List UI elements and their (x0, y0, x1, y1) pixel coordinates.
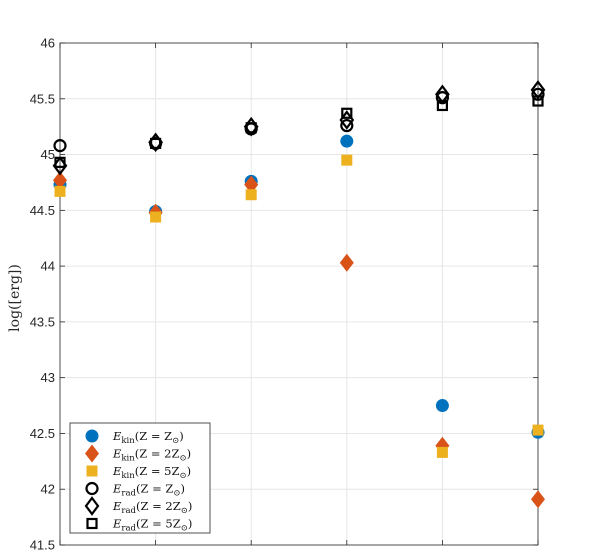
legend-entry-label: Erad(Z = Z⊙) (112, 482, 185, 499)
legend-entry-label: Erad(Z = 5Z⊙) (112, 517, 192, 534)
y-tick-label: 42.5 (30, 426, 55, 441)
data-point (339, 253, 354, 272)
legend-entry-label: Ekin(Z = Z⊙) (112, 429, 184, 446)
y-tick-label: 44 (41, 259, 55, 274)
series-3 (54, 154, 544, 458)
y-tick-label: 44.5 (30, 203, 55, 218)
y-tick-label: 42 (41, 482, 55, 497)
legend-marker (85, 444, 99, 463)
legend-marker (85, 429, 99, 443)
data-point (245, 122, 257, 134)
y-tick-labels: 41.5 42 42.5 43 43.5 44 44.5 45 45.5 46 (30, 36, 55, 553)
series-4 (53, 87, 545, 153)
data-point (244, 175, 259, 194)
legend: Ekin(Z = Z⊙)Ekin(Z = 2Z⊙)Ekin(Z = 5Z⊙)Er… (69, 422, 211, 534)
data-point (340, 134, 354, 148)
data-point (53, 139, 67, 153)
y-tick-label: 46 (41, 36, 55, 51)
legend-entry-label: Ekin(Z = 2Z⊙) (112, 447, 191, 464)
legend-entry-label: Erad(Z = 2Z⊙) (112, 499, 192, 516)
data-point (150, 137, 162, 149)
legend-marker (86, 465, 98, 477)
data-point (530, 80, 546, 100)
y-tick-label: 43.5 (30, 314, 55, 329)
legend-entry-label: Ekin(Z = 5Z⊙) (112, 464, 191, 481)
data-point (435, 84, 450, 105)
y-axis-label: log([erg]) (7, 264, 23, 332)
series-1 (53, 134, 545, 439)
data-point (150, 211, 162, 223)
data-point (341, 154, 353, 166)
data-point (532, 95, 544, 107)
series-6 (54, 95, 544, 168)
data-point (340, 118, 354, 133)
data-point (532, 424, 544, 436)
data-point (435, 399, 449, 413)
data-point (531, 87, 545, 101)
data-point (436, 99, 448, 112)
data-point (245, 189, 257, 201)
legend-marker (84, 496, 100, 516)
data-point (531, 490, 545, 509)
y-tick-label: 45.5 (30, 91, 55, 106)
legend-marker (85, 481, 99, 496)
data-point (436, 446, 448, 458)
y-tick-label: 43 (41, 370, 55, 385)
data-point (53, 171, 67, 190)
data-point (341, 107, 353, 119)
data-point (54, 156, 66, 168)
series-5 (52, 80, 546, 176)
data-point (54, 185, 66, 197)
data-points (52, 80, 546, 509)
y-tick-label: 45 (41, 147, 55, 162)
legend-marker (86, 517, 98, 530)
y-tick-label: 41.5 (30, 538, 55, 553)
plot-frame (59, 42, 539, 546)
